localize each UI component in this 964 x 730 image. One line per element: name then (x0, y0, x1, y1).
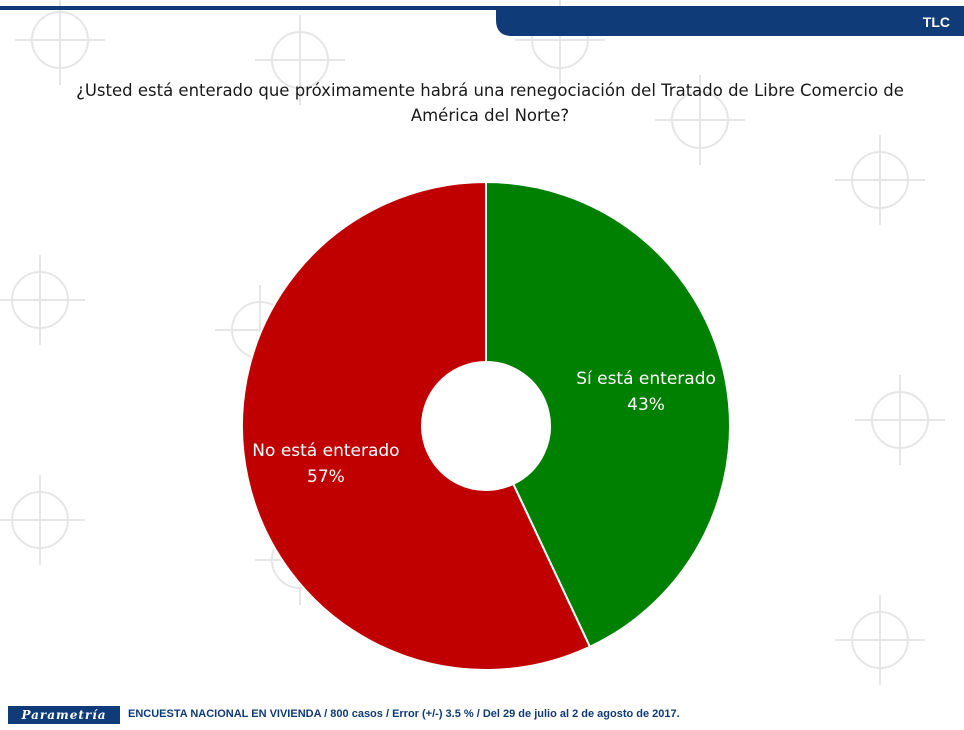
brand-logo: Parametría (8, 706, 120, 724)
footer-note: ENCUESTA NACIONAL EN VIVIENDA / 800 caso… (128, 708, 680, 720)
chart-title: ¿Usted está enterado que próximamente ha… (76, 81, 904, 125)
section-tag: TLC (922, 14, 950, 30)
slice-value-label: 43% (627, 395, 665, 415)
footer: Parametría ENCUESTA NACIONAL EN VIVIENDA… (8, 706, 948, 724)
slice-category-label: No está enterado (252, 441, 399, 461)
header-bar (0, 6, 964, 36)
donut-slice-1 (241, 180, 592, 671)
donut-slice-0 (485, 180, 731, 649)
slice-value-label: 57% (307, 467, 345, 487)
slice-category-label: Sí está enterado (576, 369, 716, 389)
